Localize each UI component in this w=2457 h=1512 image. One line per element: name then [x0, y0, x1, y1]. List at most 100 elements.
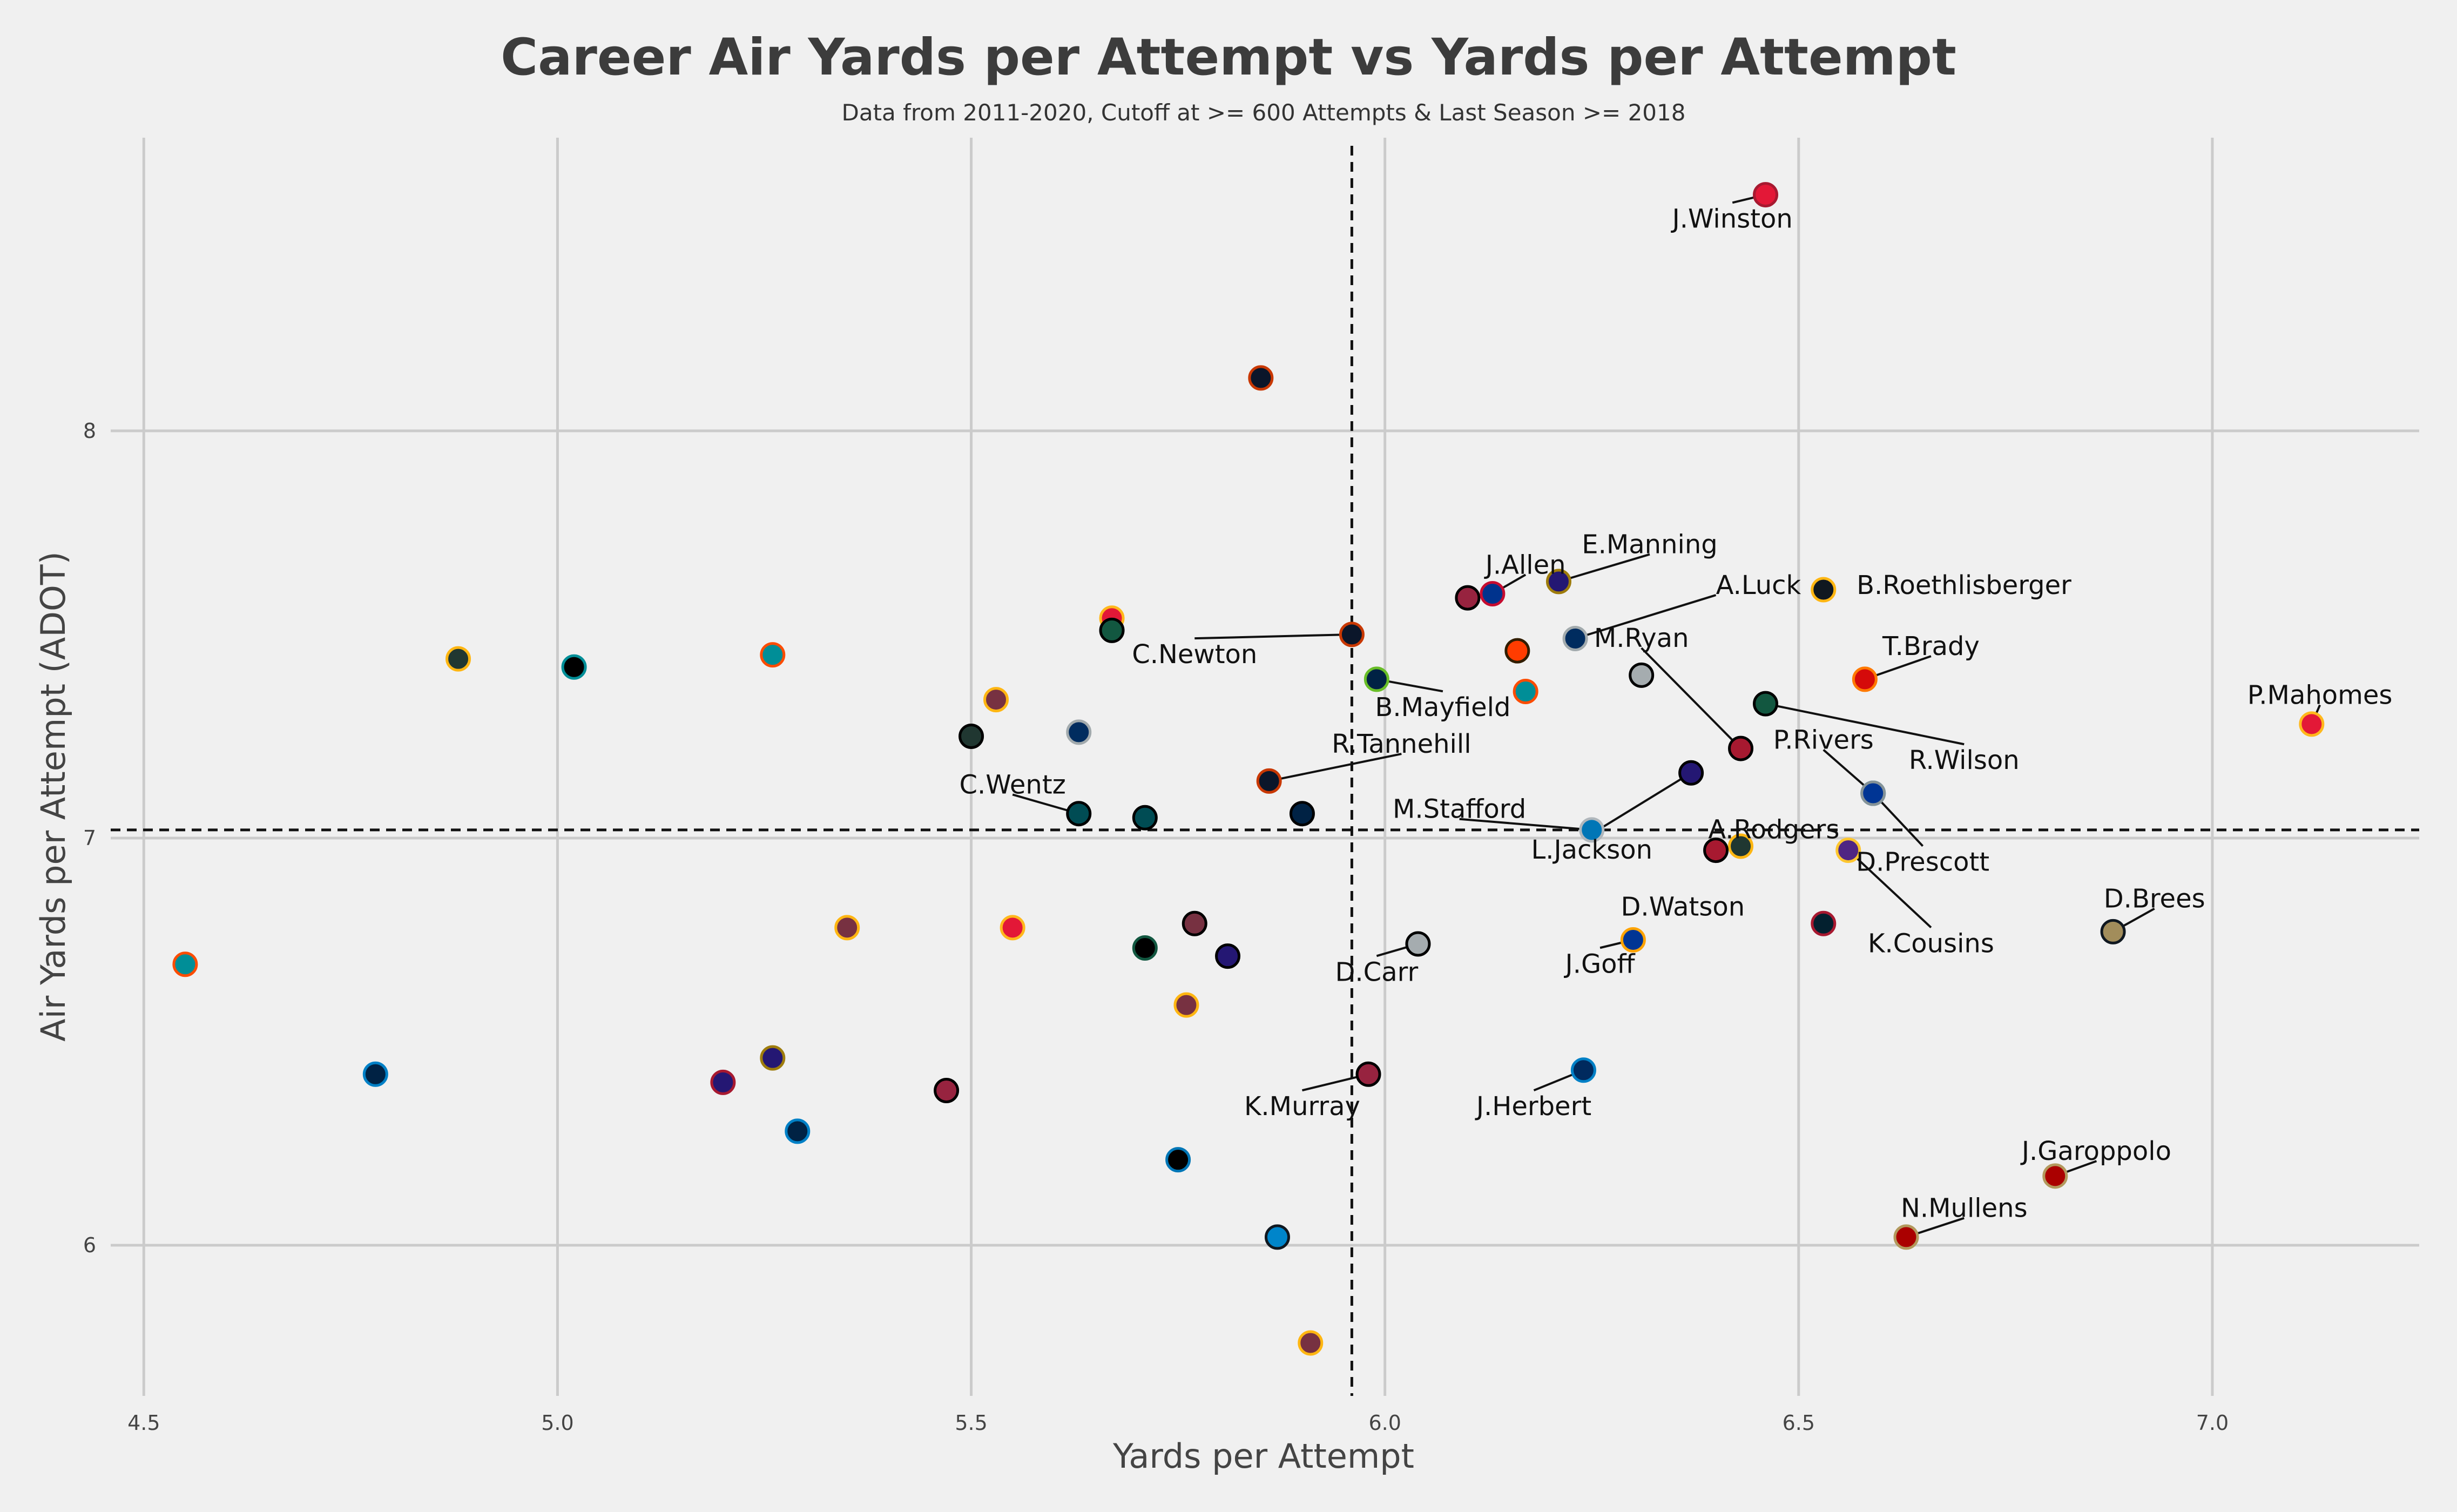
y-axis-ticks: 6 7 8 [83, 419, 96, 1257]
data-point [785, 1118, 811, 1144]
data-point [934, 1077, 960, 1103]
leader-line [1591, 778, 1682, 835]
label-leader-lines [1012, 196, 2321, 1234]
leader-line [1599, 941, 1622, 949]
leader-line [2123, 907, 2155, 927]
data-point [1504, 638, 1530, 664]
data-point-b-roethlisberger [1811, 577, 1837, 603]
data-point [959, 723, 984, 749]
data-point [172, 951, 198, 977]
leader-line [1388, 680, 1443, 693]
data-point [1066, 719, 1092, 745]
x-tick-label: 7.0 [2196, 1411, 2229, 1435]
point-label: B.Mayfield [1375, 692, 1510, 723]
data-point-t-brady [1852, 666, 1878, 692]
data-point-n-mullens [1893, 1224, 1919, 1250]
data-point-e-manning [1545, 569, 1571, 595]
data-point [446, 646, 471, 672]
point-label: D.Brees [2104, 884, 2205, 914]
point-label: M.Ryan [1594, 623, 1689, 653]
leader-line [1533, 1074, 1573, 1092]
y-tick-label: 7 [83, 826, 96, 850]
leader-line [1880, 801, 1924, 847]
point-label: J.Goff [1564, 949, 1636, 979]
point-label: C.Newton [1132, 639, 1257, 670]
point-label: M.Stafford [1393, 794, 1526, 825]
point-label: R.Wilson [1909, 745, 2020, 775]
leader-line [1459, 818, 1580, 831]
x-tick-label: 5.5 [955, 1411, 987, 1435]
leader-line [1502, 573, 1527, 589]
point-label: K.Cousins [1868, 929, 1994, 959]
point-label: K.Murray [1244, 1091, 1360, 1122]
data-point-d-carr [1405, 931, 1431, 957]
point-label: J.Garoppolo [2020, 1136, 2171, 1166]
data-point-k-murray [1355, 1061, 1381, 1087]
data-point [834, 915, 860, 941]
point-label: E.Manning [1582, 530, 1717, 560]
reference-lines [111, 146, 2419, 1396]
point-label: P.Rivers [1773, 725, 1874, 755]
chart-title: Career Air Yards per Attempt vs Yards pe… [501, 28, 1956, 87]
data-point-j-goff [1620, 927, 1646, 953]
data-point [1165, 1147, 1191, 1173]
leader-line [1856, 858, 1932, 929]
data-point [1513, 679, 1538, 705]
chart-subtitle: Data from 2011-2020, Cutoff at >= 600 At… [842, 99, 1686, 126]
point-label: J.Winston [1671, 204, 1793, 234]
leader-line [1823, 749, 1865, 787]
point-label: D.Watson [1621, 892, 1745, 922]
data-point [760, 1045, 786, 1071]
data-point-j-herbert [1570, 1057, 1596, 1083]
leader-line [1917, 1217, 1965, 1234]
x-tick-label: 5.0 [541, 1411, 573, 1435]
data-point [561, 654, 587, 680]
data-point [1248, 365, 1274, 391]
point-label: D.Carr [1335, 957, 1418, 987]
point-label: P.Mahomes [2247, 680, 2393, 711]
x-tick-label: 4.5 [127, 1411, 160, 1435]
x-tick-label: 6.0 [1368, 1411, 1401, 1435]
data-point [1703, 838, 1729, 863]
data-point [1629, 662, 1655, 688]
leader-line [2066, 1160, 2097, 1173]
x-axis-ticks: 4.5 5.0 5.5 6.0 6.5 7.0 [127, 1411, 2229, 1435]
data-points [172, 182, 2325, 1356]
data-point-r-wilson [1753, 691, 1779, 717]
data-point-m-stafford [1579, 817, 1605, 843]
data-point-p-mahomes [2299, 711, 2325, 737]
point-label: B.Roethlisberger [1857, 570, 2071, 600]
point-label: R.Tannehill [1332, 729, 1472, 759]
point-label: A.Rodgers [1708, 814, 1839, 845]
grid [111, 138, 2419, 1396]
x-axis-label: Yards per Attempt [1112, 1436, 1414, 1476]
data-point [760, 642, 786, 668]
point-label: C.Wentz [959, 770, 1065, 800]
point-label: J.Herbert [1475, 1091, 1591, 1122]
data-point [1173, 992, 1199, 1018]
data-point [983, 687, 1009, 713]
data-point [1298, 1330, 1324, 1356]
leader-line [1641, 647, 1733, 741]
leader-line [1194, 633, 1340, 640]
y-axis-label: Air Yards per Attempt (ADOT) [33, 551, 73, 1042]
point-label: J.Allen [1484, 550, 1566, 580]
point-label: D.Prescott [1856, 847, 1989, 878]
data-point-j-winston [1753, 182, 1779, 208]
data-point-l-jackson [1678, 760, 1704, 786]
leader-line [1732, 196, 1754, 204]
data-point-j-garoppolo [2042, 1163, 2068, 1189]
point-label: A.Luck [1716, 570, 1801, 600]
data-point-j-allen [1480, 581, 1506, 607]
leader-line [1777, 705, 1965, 746]
data-point-c-wentz [1066, 801, 1092, 827]
leader-line [1586, 594, 1717, 636]
point-labels: J.Winston E.Manning B.Roethlisberger J.Alle… [959, 204, 2392, 1223]
point-label: T.Brady [1882, 631, 1980, 662]
data-point-d-prescott [1860, 780, 1886, 806]
data-point [1000, 915, 1025, 941]
data-point-b-mayfield [1364, 666, 1389, 692]
leader-line [1280, 753, 1402, 780]
